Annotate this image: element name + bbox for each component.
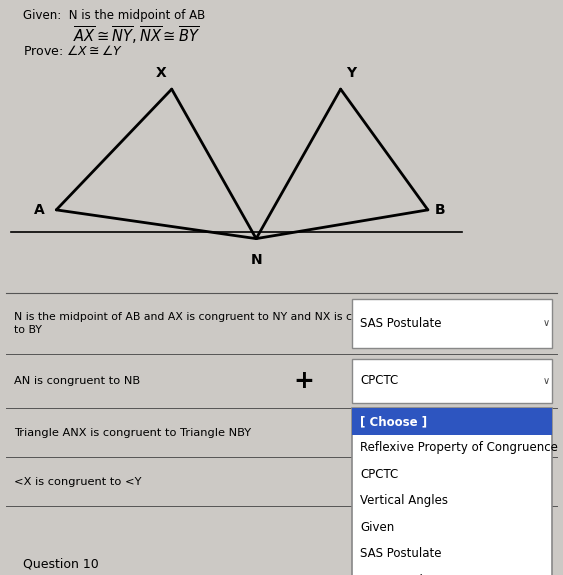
- Text: A: A: [34, 203, 45, 217]
- Text: Y: Y: [346, 66, 356, 80]
- FancyBboxPatch shape: [352, 408, 552, 575]
- FancyBboxPatch shape: [352, 408, 552, 435]
- Text: SAS Postulate: SAS Postulate: [360, 547, 442, 560]
- Text: N: N: [251, 254, 262, 267]
- Text: Vertical Angles: Vertical Angles: [360, 494, 448, 507]
- Text: Given: Given: [360, 521, 395, 534]
- Text: Reflexive Property of Congruence: Reflexive Property of Congruence: [360, 442, 558, 454]
- Text: ASA Postulate: ASA Postulate: [360, 574, 443, 575]
- Text: Question 10: Question 10: [23, 557, 99, 570]
- Text: ∨: ∨: [543, 319, 549, 328]
- Text: Prove: $\angle X \cong \angle Y$: Prove: $\angle X \cong \angle Y$: [23, 44, 123, 58]
- Text: +: +: [293, 369, 315, 393]
- Text: X: X: [156, 66, 167, 80]
- Text: Given:  N is the midpoint of AB: Given: N is the midpoint of AB: [23, 9, 205, 22]
- Text: Triangle ANX is congruent to Triangle NBY: Triangle ANX is congruent to Triangle NB…: [14, 428, 251, 438]
- Text: <X is congruent to <Y: <X is congruent to <Y: [14, 477, 141, 486]
- FancyBboxPatch shape: [352, 359, 552, 402]
- Text: B: B: [435, 203, 445, 217]
- Text: ∨: ∨: [543, 376, 549, 386]
- Text: CPCTC: CPCTC: [360, 468, 399, 481]
- Text: CPCTC: CPCTC: [360, 374, 399, 388]
- Text: [ Choose ]: [ Choose ]: [360, 415, 427, 428]
- Text: AN is congruent to NB: AN is congruent to NB: [14, 376, 140, 386]
- Text: SAS Postulate: SAS Postulate: [360, 317, 442, 330]
- Text: N is the midpoint of AB and AX is congruent to NY and NX is congruent
to BY: N is the midpoint of AB and AX is congru…: [14, 312, 402, 335]
- FancyBboxPatch shape: [352, 299, 552, 348]
- Text: $\overline{AX} \cong \overline{NY}, \overline{NX} \cong \overline{BY}$: $\overline{AX} \cong \overline{NY}, \ove…: [73, 25, 200, 47]
